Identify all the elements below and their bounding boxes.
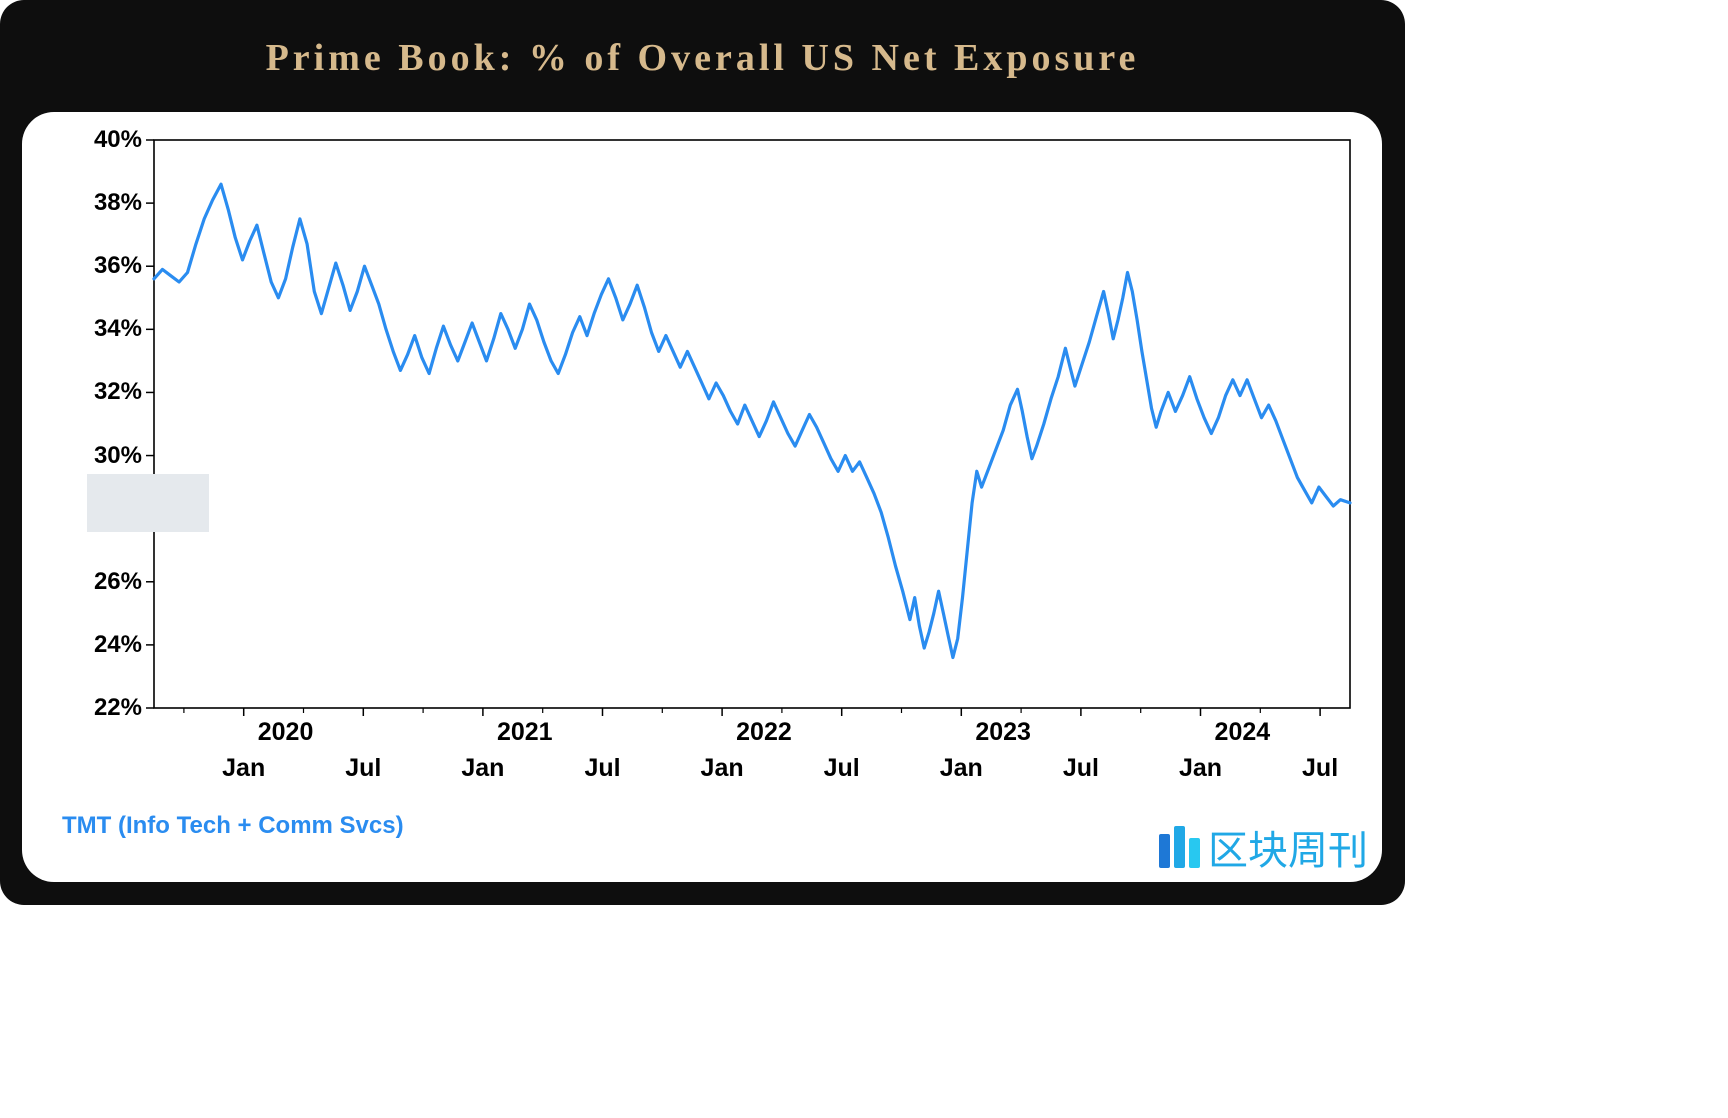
x-year-label: 2022: [736, 718, 792, 747]
x-year-label: 2020: [258, 718, 314, 747]
x-year-label: 2021: [497, 718, 553, 747]
x-month-label: Jan: [461, 754, 504, 783]
x-month-label: Jan: [1179, 754, 1222, 783]
x-month-label: Jul: [584, 754, 620, 783]
x-month-label: Jan: [701, 754, 744, 783]
series-legend: TMT (Info Tech + Comm Svcs): [62, 812, 404, 840]
x-month-label: Jul: [1302, 754, 1338, 783]
y-tick-label: 32%: [94, 378, 142, 406]
y-tick-label: 26%: [94, 568, 142, 596]
watermark-text: 区块周刊: [1208, 818, 1368, 876]
x-month-label: Jul: [1063, 754, 1099, 783]
y-tick-label: 24%: [94, 631, 142, 659]
x-month-label: Jul: [345, 754, 381, 783]
chart-title: Prime Book: % of Overall US Net Exposure: [0, 0, 1405, 104]
x-month-label: Jan: [222, 754, 265, 783]
y-tick-label: 30%: [94, 442, 142, 470]
chart-card: Prime Book: % of Overall US Net Exposure…: [0, 0, 1405, 905]
chart-panel: 22%24%26%28%30%32%34%36%38%40% 202020212…: [22, 112, 1382, 882]
y-tick-label: 34%: [94, 315, 142, 343]
y-tick-label: 38%: [94, 189, 142, 217]
y-tick-label: 36%: [94, 252, 142, 280]
y-tick-label: 22%: [94, 694, 142, 722]
x-month-label: Jan: [940, 754, 983, 783]
x-year-label: 2023: [975, 718, 1031, 747]
y-tick-label: 40%: [94, 126, 142, 154]
x-month-label: Jul: [824, 754, 860, 783]
watermark-logo: 区块周刊: [1157, 818, 1368, 876]
watermark-bars-icon: [1157, 826, 1202, 868]
obscuring-box: [87, 474, 209, 532]
x-year-label: 2024: [1215, 718, 1271, 747]
